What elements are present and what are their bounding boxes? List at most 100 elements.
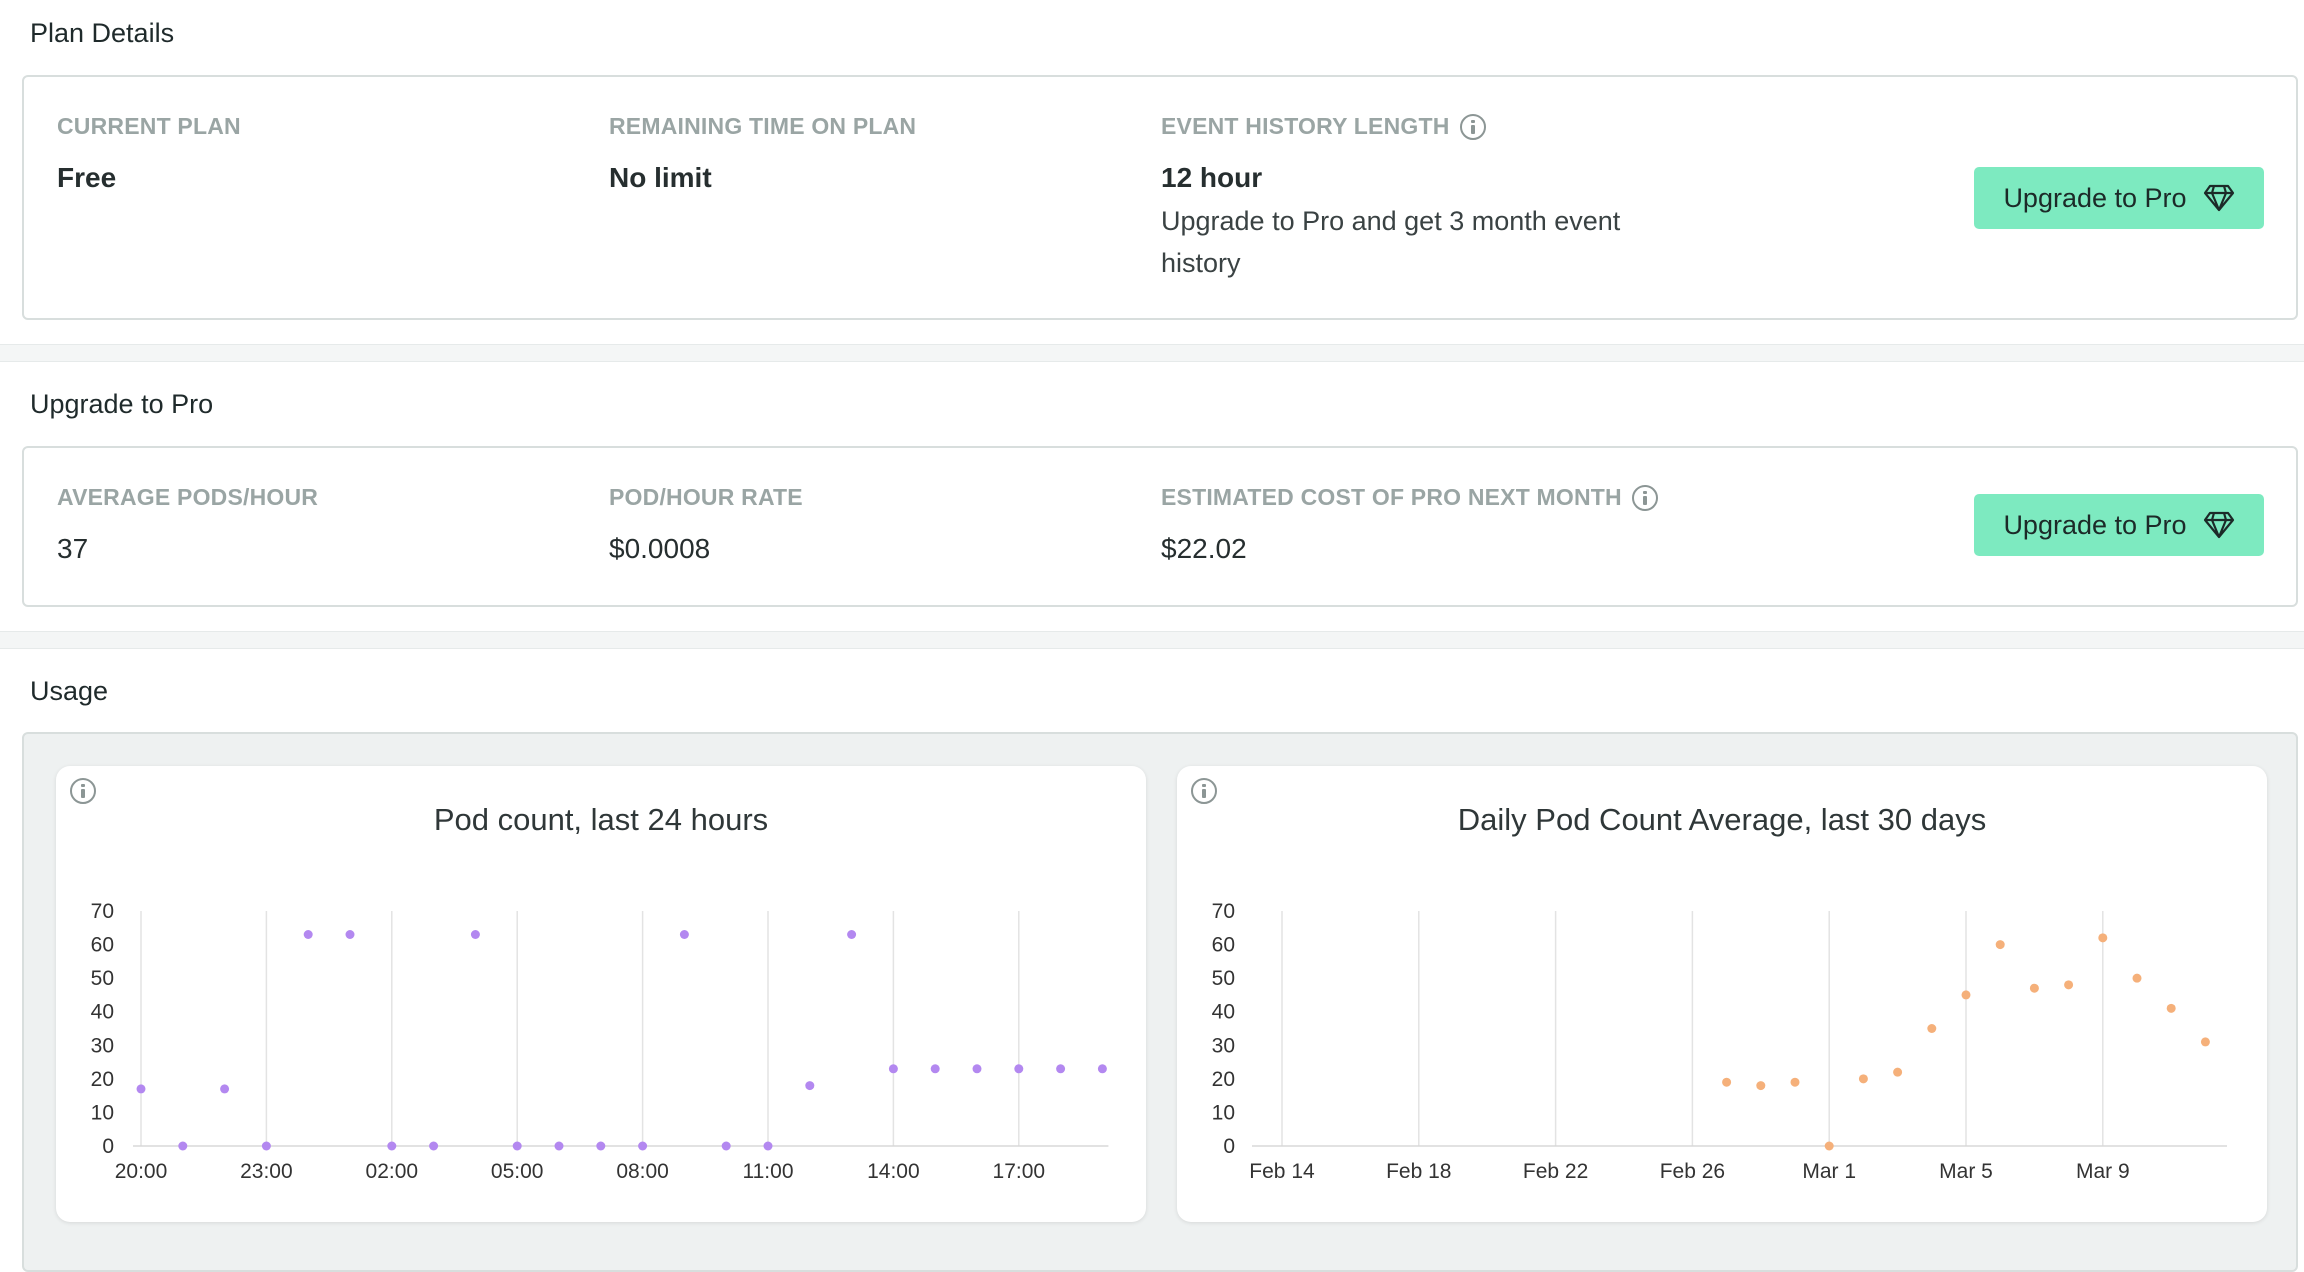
current-plan-label: CURRENT PLAN (57, 113, 241, 139)
x-tick-label: 08:00 (616, 1160, 669, 1183)
upgrade-pro-card: AVERAGE PODS/HOUR 37 POD/HOUR RATE $0.00… (22, 446, 2298, 607)
y-tick-label: 20 (91, 1068, 114, 1091)
data-point (1961, 990, 1971, 1000)
y-tick-label: 0 (102, 1135, 114, 1158)
y-tick-label: 60 (91, 934, 114, 957)
data-point (847, 930, 857, 939)
estimated-cost-label-row: ESTIMATED COST OF PRO NEXT MONTH (1161, 484, 1658, 511)
data-point (2166, 1003, 2176, 1013)
diamond-icon (2203, 184, 2234, 212)
avg-pods-field: AVERAGE PODS/HOUR 37 (57, 484, 318, 565)
data-point (429, 1141, 439, 1151)
plan-details-card: CURRENT PLAN Free REMAINING TIME ON PLAN… (22, 75, 2298, 320)
info-icon[interactable] (1631, 484, 1658, 511)
y-tick-label: 50 (1212, 967, 1235, 990)
x-tick-label: 14:00 (867, 1160, 920, 1183)
estimated-cost-label: ESTIMATED COST OF PRO NEXT MONTH (1161, 484, 1622, 510)
pod-count-24h-plot: 0 10 20 30 40 50 60 70 20:00 23:00 02:00 05:00 08:00… (91, 900, 1109, 1183)
y-tick-label: 30 (1212, 1034, 1235, 1057)
data-point (554, 1141, 564, 1151)
event-history-field: EVENT HISTORY LENGTH 12 hour Upgrade to … (1161, 113, 1681, 284)
data-point (1722, 1077, 1732, 1087)
data-point (2132, 973, 2142, 983)
data-point (1995, 940, 2005, 950)
data-point (679, 930, 689, 939)
info-icon[interactable] (70, 778, 96, 804)
data-point (1858, 1074, 1868, 1084)
estimated-cost-field: ESTIMATED COST OF PRO NEXT MONTH $22.02 (1161, 484, 1658, 565)
info-icon[interactable] (1459, 113, 1486, 140)
data-point (1927, 1024, 1937, 1033)
data-point (1893, 1067, 1903, 1077)
x-tick-label: Feb 18 (1386, 1160, 1451, 1183)
data-point (1056, 1064, 1066, 1074)
data-point (303, 930, 313, 939)
estimated-cost-value: $22.02 (1161, 533, 1247, 564)
y-tick-label: 10 (91, 1101, 114, 1124)
data-point (1014, 1064, 1024, 1074)
data-point (638, 1141, 648, 1151)
y-tick-label: 20 (1212, 1068, 1235, 1091)
data-point (972, 1064, 982, 1074)
usage-title: Usage (30, 676, 109, 706)
x-tick-label: 11:00 (743, 1160, 794, 1183)
usage-panel: Pod count, last 24 hours 0 10 20 30 40 50 60 70… (22, 732, 2298, 1272)
avg-pods-label: AVERAGE PODS/HOUR (57, 484, 319, 510)
daily-pod-average-plot: 0 10 20 30 40 50 60 70 Feb 14 Feb 18 Feb 22 Feb 26 M… (1212, 900, 2227, 1183)
event-history-value: 12 hour (1161, 162, 1263, 193)
section-divider (0, 631, 2304, 649)
event-history-label: EVENT HISTORY LENGTH (1161, 113, 1450, 139)
diamond-icon (2203, 511, 2234, 539)
data-point (220, 1084, 230, 1094)
data-point (1756, 1081, 1766, 1091)
data-point (2064, 980, 2074, 990)
y-tick-label: 40 (91, 1001, 114, 1024)
data-point (1824, 1141, 1834, 1151)
data-point (2200, 1037, 2210, 1047)
daily-pod-average-chart: Daily Pod Count Average, last 30 days 0 1… (1177, 766, 2267, 1222)
upgrade-to-pro-button[interactable]: Upgrade to Pro (1974, 494, 2264, 556)
chart-title: Daily Pod Count Average, last 30 days (1457, 802, 1987, 837)
data-point (387, 1141, 397, 1151)
rate-label: POD/HOUR RATE (609, 484, 803, 510)
upgrade-button-label: Upgrade to Pro (2003, 509, 2187, 540)
x-tick-label: Mar 5 (1939, 1160, 1993, 1183)
x-tick-label: Feb 22 (1523, 1160, 1588, 1183)
data-point (930, 1064, 940, 1074)
rate-value: $0.0008 (609, 533, 711, 564)
upgrade-to-pro-button[interactable]: Upgrade to Pro (1974, 167, 2264, 229)
y-tick-label: 10 (1212, 1101, 1235, 1124)
info-icon[interactable] (1191, 778, 1217, 804)
event-history-note: Upgrade to Pro and get 3 month event his… (1161, 206, 1621, 278)
data-point (512, 1141, 522, 1151)
current-plan-value: Free (57, 162, 117, 193)
x-tick-label: Feb 14 (1249, 1160, 1315, 1183)
x-tick-label: 02:00 (366, 1160, 419, 1183)
plan-details-title: Plan Details (30, 18, 175, 48)
data-point (261, 1141, 271, 1151)
y-tick-label: 50 (91, 967, 114, 990)
y-tick-label: 70 (91, 900, 114, 923)
y-tick-label: 70 (1212, 900, 1235, 923)
data-point (470, 930, 480, 939)
data-point (888, 1064, 898, 1074)
y-tick-label: 60 (1212, 934, 1235, 957)
event-history-label-row: EVENT HISTORY LENGTH (1161, 113, 1681, 140)
remaining-time-value: No limit (609, 162, 712, 193)
x-tick-label: Feb 26 (1660, 1160, 1725, 1183)
avg-pods-value: 37 (57, 533, 89, 564)
rate-field: POD/HOUR RATE $0.0008 (609, 484, 803, 565)
data-point (2098, 933, 2108, 943)
data-point (596, 1141, 606, 1151)
upgrade-button-label: Upgrade to Pro (2003, 182, 2187, 213)
y-tick-label: 30 (91, 1034, 114, 1057)
data-point (345, 930, 355, 939)
upgrade-pro-title: Upgrade to Pro (30, 389, 214, 419)
remaining-time-label: REMAINING TIME ON PLAN (609, 113, 917, 139)
data-point (136, 1084, 146, 1094)
pod-count-24h-chart: Pod count, last 24 hours 0 10 20 30 40 50 60 70… (56, 766, 1146, 1222)
data-point (2029, 983, 2039, 993)
x-tick-label: Mar 9 (2076, 1160, 2130, 1183)
data-point (721, 1141, 731, 1151)
x-tick-label: 17:00 (993, 1160, 1046, 1183)
